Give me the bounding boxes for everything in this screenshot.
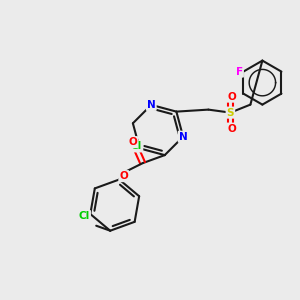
Text: O: O: [128, 137, 137, 147]
Text: N: N: [179, 132, 188, 142]
Text: Cl: Cl: [79, 211, 90, 221]
Text: F: F: [236, 67, 243, 76]
Text: O: O: [227, 124, 236, 134]
Text: N: N: [147, 100, 156, 110]
Text: O: O: [119, 171, 128, 181]
Text: Cl: Cl: [131, 141, 142, 152]
Text: O: O: [227, 92, 236, 102]
Text: S: S: [226, 108, 234, 118]
